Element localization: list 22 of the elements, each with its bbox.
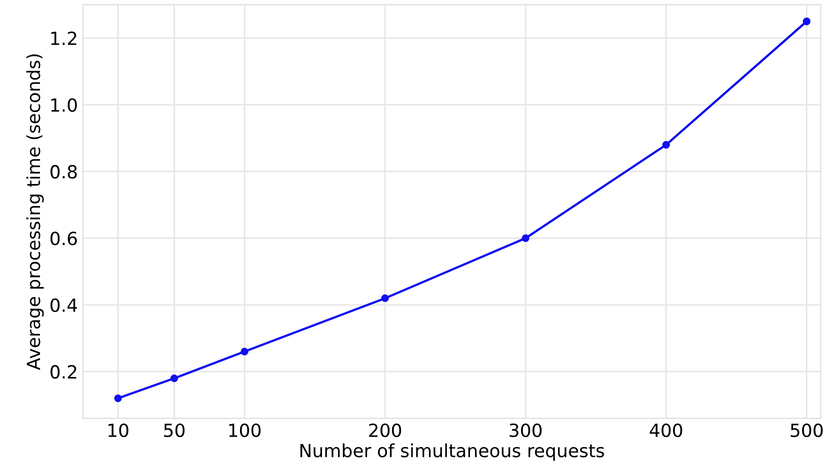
point bbox=[170, 374, 178, 382]
point bbox=[522, 234, 530, 242]
point bbox=[802, 18, 810, 26]
x-tick-label: 500 bbox=[790, 423, 823, 438]
y-tick-label: 0.6 bbox=[50, 232, 77, 246]
y-tick-label: 1.0 bbox=[51, 98, 77, 112]
x-tick-label: 300 bbox=[510, 423, 542, 438]
x-tick-label: 100 bbox=[229, 423, 261, 438]
point bbox=[662, 140, 670, 149]
point bbox=[381, 294, 389, 302]
y-axis-title: Average processing time (seconds) bbox=[26, 54, 44, 370]
y-tick-label: 0.2 bbox=[50, 365, 76, 379]
point bbox=[240, 348, 248, 356]
x-tick-label: 50 bbox=[164, 423, 185, 438]
y-tick-label: 0.4 bbox=[50, 298, 78, 312]
x-tick-label: 10 bbox=[108, 423, 128, 438]
x-tick-label: 200 bbox=[369, 423, 402, 438]
x-axis-title: Number of simultaneous requests bbox=[300, 443, 604, 461]
x-tick-label: 400 bbox=[650, 423, 682, 438]
point bbox=[114, 394, 122, 402]
y-tick-label: 1.2 bbox=[51, 32, 76, 45]
y-tick-label: 0.8 bbox=[50, 164, 77, 179]
